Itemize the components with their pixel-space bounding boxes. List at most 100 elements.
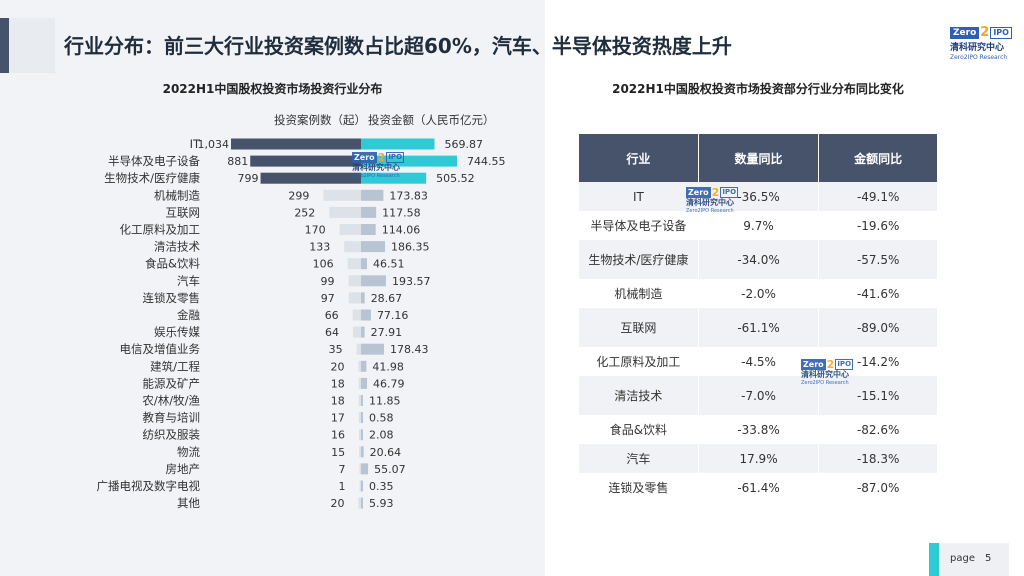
page-accent-bar <box>929 543 939 576</box>
amount-value-label: 0.58 <box>369 412 394 425</box>
left-chart-title: 2022H1中国股权投资市场投资行业分布 <box>162 82 383 96</box>
cell-amount-yoy: -87.0% <box>818 473 937 502</box>
category-label: 电信及增值业务 <box>120 342 201 356</box>
cell-count-yoy: -33.8% <box>697 415 819 444</box>
count-bar <box>359 463 361 475</box>
table-row: 汽车 17.9% -18.3% <box>579 444 937 473</box>
cell-amount-yoy: -18.3% <box>818 444 937 473</box>
count-value-label: 252 <box>294 206 315 219</box>
cell-industry: 化工原料及加工 <box>579 347 699 376</box>
cell-industry: 连锁及零售 <box>579 473 699 502</box>
logo-ipo: IPO <box>990 27 1012 39</box>
category-label: 生物技术/医疗健康 <box>104 171 200 185</box>
watermark-logo: Zero 2 IPO 清科研究中心 Zero2IPO Research <box>352 150 405 179</box>
count-bar <box>344 241 361 253</box>
watermark-logo: Zero 2 IPO 清科研究中心 Zero2IPO Research <box>686 185 739 214</box>
category-label: 娱乐传媒 <box>154 325 200 339</box>
cell-industry: 生物技术/医疗健康 <box>579 240 699 279</box>
watermark-ipo: IPO <box>835 358 854 370</box>
cell-industry: 互联网 <box>579 308 699 347</box>
count-bar <box>358 377 361 389</box>
cell-amount-yoy: -89.0% <box>818 308 937 347</box>
count-bar <box>358 429 361 441</box>
cell-amount-yoy: -19.6% <box>818 211 937 240</box>
watermark-two: 2 <box>377 150 386 164</box>
category-label: 半导体及电子设备 <box>108 154 200 168</box>
category-label: 房地产 <box>166 462 201 476</box>
count-value-label: 799 <box>238 172 259 185</box>
amount-bar <box>361 275 386 287</box>
amount-value-label: 0.35 <box>369 480 394 493</box>
header-industry: 行业 <box>579 134 699 182</box>
category-label: 互联网 <box>166 205 201 219</box>
count-bar <box>356 343 361 355</box>
left-panel-background <box>0 0 545 576</box>
watermark-two: 2 <box>826 357 835 371</box>
watermark-logo: Zero 2 IPO 清科研究中心 Zero2IPO Research <box>801 357 854 386</box>
count-bar <box>250 155 361 167</box>
cell-amount-yoy: -41.6% <box>818 279 937 308</box>
category-label: 食品&饮料 <box>145 257 200 271</box>
amount-value-label: 28.67 <box>371 292 403 305</box>
count-bar <box>358 412 361 424</box>
title-accent-bar <box>0 18 9 73</box>
page-number-box <box>939 543 1009 576</box>
industry-bar-chart: IT1,034 569.87 半导体及电子设备 881 744.55 生物技术/医疗健康 7… <box>97 137 506 510</box>
amount-bar <box>361 258 367 270</box>
count-value-label: 20 <box>330 497 344 510</box>
count-value-label: 35 <box>329 343 343 356</box>
count-value-label: 17 <box>331 412 345 425</box>
watermark-en: Zero2IPO Research <box>801 380 849 386</box>
amount-bar <box>361 206 377 218</box>
table-header-row: 行业 数量同比 金额同比 <box>579 134 937 182</box>
cell-count-yoy: -36.5% <box>697 182 819 211</box>
count-value-label: 66 <box>325 309 339 322</box>
category-label: 农/林/牧/渔 <box>142 394 200 408</box>
amount-bar <box>361 360 367 372</box>
table-row: 食品&饮料 -33.8% -82.6% <box>579 415 937 444</box>
category-label: 纺织及服装 <box>143 428 201 442</box>
page-label: page <box>950 553 975 564</box>
amount-bar <box>361 412 363 424</box>
count-value-label: 18 <box>331 395 345 408</box>
amount-bar <box>361 480 363 492</box>
watermark-ipo: IPO <box>720 186 739 198</box>
logo-zero: Zero <box>950 27 980 39</box>
count-bar <box>323 189 361 201</box>
amount-value-label: 569.87 <box>444 138 483 151</box>
table-row: 生物技术/医疗健康 -34.0% -57.5% <box>579 240 937 279</box>
count-value-label: 106 <box>313 258 334 271</box>
watermark-cn: 清科研究中心 <box>686 198 734 207</box>
amount-value-label: 46.79 <box>373 377 405 390</box>
count-bar <box>358 360 361 372</box>
cell-industry: IT <box>579 182 699 211</box>
cell-industry: 机械制造 <box>579 279 699 308</box>
amount-value-label: 178.43 <box>390 343 429 356</box>
count-value-label: 18 <box>331 377 345 390</box>
category-label: 物流 <box>177 445 200 459</box>
cell-count-yoy: -2.0% <box>697 279 819 308</box>
amount-bar <box>361 377 368 389</box>
cell-amount-yoy: -57.5% <box>818 240 937 279</box>
amount-value-label: 117.58 <box>382 206 421 219</box>
count-bar <box>260 172 361 184</box>
amount-bar <box>361 292 365 304</box>
yoy-table: 行业 数量同比 金额同比 IT -36.5% -49.1% 半导体及电子设备 9.7% -… <box>579 134 937 502</box>
amount-value-label: 20.64 <box>370 446 402 459</box>
count-bar <box>339 224 361 235</box>
count-value-label: 170 <box>305 224 326 237</box>
count-bar <box>348 292 361 304</box>
count-value-label: 299 <box>288 189 309 202</box>
count-bar <box>358 497 361 509</box>
cell-amount-yoy: -14.2% <box>818 347 937 376</box>
legend-amount-label: 投资金额（人民币亿元） <box>368 113 495 127</box>
right-table-title: 2022H1中国股权投资市场投资部分行业分布同比变化 <box>612 82 904 96</box>
cell-count-yoy: -4.5% <box>697 347 819 376</box>
cell-amount-yoy: -49.1% <box>818 182 937 211</box>
amount-value-label: 46.51 <box>373 258 405 271</box>
category-label: 金融 <box>177 308 200 322</box>
cell-count-yoy: -61.4% <box>697 473 819 502</box>
watermark-two: 2 <box>711 185 720 199</box>
amount-value-label: 193.57 <box>392 275 431 288</box>
table-row: 机械制造 -2.0% -41.6% <box>579 279 937 308</box>
